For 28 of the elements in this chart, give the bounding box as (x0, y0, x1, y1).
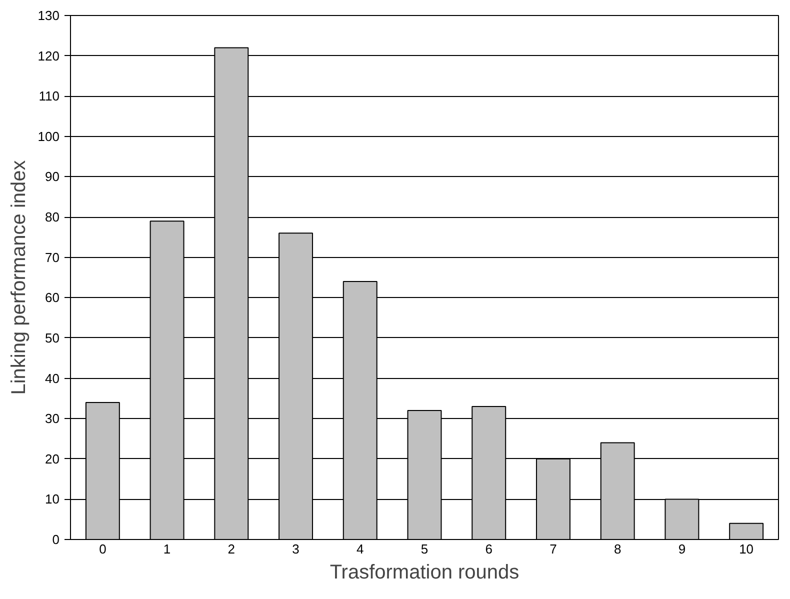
y-tick-label: 80 (45, 210, 60, 225)
x-tick-label: 10 (739, 542, 754, 556)
y-tick-label: 130 (38, 8, 60, 23)
x-tick-label: 6 (485, 542, 492, 556)
x-axis-title: Trasformation rounds (330, 562, 520, 584)
y-tick-label: 40 (45, 370, 60, 386)
x-tick-label: 7 (550, 542, 557, 556)
x-tick-label: 2 (228, 542, 236, 556)
y-tick-label: 120 (38, 48, 60, 64)
y-tick-label: 100 (38, 128, 60, 144)
y-axis-title: Linking performance index (8, 160, 30, 395)
y-tick-label: 70 (45, 250, 60, 265)
y-tick-label: 60 (45, 290, 60, 306)
y-tick-label: 110 (38, 88, 60, 104)
y-tick-label: 10 (45, 492, 60, 507)
y-tick-label: 0 (52, 532, 60, 547)
x-tick-label: 3 (292, 542, 300, 556)
x-tick-label: 5 (420, 542, 428, 556)
x-tick-label: 9 (678, 542, 686, 556)
y-tick-label: 20 (45, 451, 60, 466)
x-tick-label: 0 (99, 542, 106, 556)
y-tick-label: 50 (45, 330, 60, 346)
x-tick-label: 8 (614, 542, 622, 556)
x-tick-label: 4 (356, 542, 364, 556)
bar (729, 522, 764, 540)
y-tick-label: 30 (45, 411, 60, 426)
y-tick-label: 90 (45, 169, 60, 184)
x-tick-label: 1 (163, 542, 171, 556)
